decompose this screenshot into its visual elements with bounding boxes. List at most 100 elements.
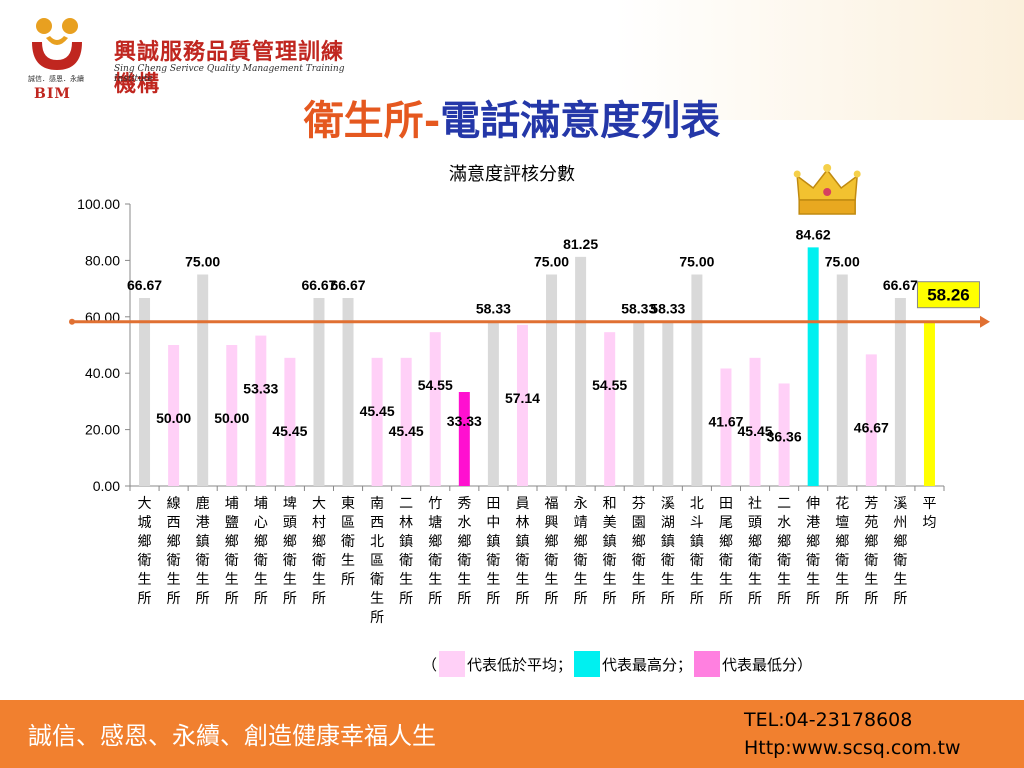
bar <box>197 274 209 486</box>
category-label: 東區衛生所 <box>341 496 356 588</box>
data-label: 81.25 <box>563 236 598 252</box>
bar <box>662 321 674 486</box>
page-title-part1: 衛生所 <box>303 97 424 144</box>
data-label: 36.36 <box>767 428 802 444</box>
data-label: 45.45 <box>272 423 307 439</box>
y-tick-label: 80.00 <box>85 252 120 268</box>
category-label: 鹿港鎮衛生所 <box>195 496 210 607</box>
legend-text-lowest: 代表最低分 <box>722 655 798 674</box>
category-label: 伸港鄉衛生所 <box>806 496 821 607</box>
category-label: 二水鄉衛生所 <box>777 496 792 607</box>
legend-close: ） <box>797 655 813 674</box>
data-label: 54.55 <box>418 377 453 393</box>
bar <box>836 274 848 486</box>
category-label: 田尾鄉衛生所 <box>718 496 733 607</box>
bar <box>546 274 558 486</box>
chart-title: 滿意度評核分數 <box>449 164 575 185</box>
page-title-dash: - <box>423 97 441 144</box>
average-label-box <box>916 281 980 309</box>
header-background <box>0 0 1024 120</box>
legend-text-below: 代表低於平均； <box>467 655 573 674</box>
average-label: 58.26 <box>927 286 970 305</box>
bar <box>284 357 296 486</box>
bar <box>749 357 761 486</box>
data-label: 45.45 <box>738 423 773 439</box>
data-label: 50.00 <box>214 410 249 426</box>
logo-abbr: BIM <box>34 86 71 102</box>
bar <box>778 383 790 486</box>
category-label: 平均 <box>922 496 937 531</box>
category-label: 花壇鄉衛生所 <box>835 496 850 607</box>
data-label: 75.00 <box>185 254 220 270</box>
page-title-part2: 電話滿意度列表 <box>440 97 721 144</box>
bar <box>139 297 151 486</box>
category-label: 社頭鄉衛生所 <box>748 496 763 607</box>
category-label: 竹塘鄉衛生所 <box>428 496 443 607</box>
bar <box>894 297 906 486</box>
data-label: 66.67 <box>883 277 918 293</box>
bar <box>458 392 470 486</box>
bar <box>720 368 732 486</box>
bar <box>633 321 645 486</box>
category-label: 線西鄉衛生所 <box>166 496 181 607</box>
legend-text-highest: 代表最高分； <box>602 655 693 674</box>
bar <box>429 332 441 486</box>
data-label: 75.00 <box>679 254 714 270</box>
data-label: 66.67 <box>301 277 336 293</box>
category-label: 秀水鄉衛生所 <box>457 496 472 607</box>
average-line-arrow <box>980 315 990 328</box>
legend-swatch-below <box>439 651 466 677</box>
data-label: 66.67 <box>127 277 162 293</box>
bar <box>516 324 528 486</box>
data-label: 58.33 <box>650 301 685 317</box>
category-label: 北斗鎮衛生所 <box>689 496 704 607</box>
footer-web: Http:www.scsq.com.tw <box>744 737 961 759</box>
legend: （ 代表低於平均； 代表最高分； 代表最低分 ） <box>422 650 812 678</box>
data-label: 66.67 <box>331 277 366 293</box>
category-label: 溪湖鎮衛生所 <box>660 496 675 607</box>
y-tick-label: 100.00 <box>77 196 120 212</box>
y-tick-label: 0.00 <box>93 478 120 494</box>
logo: 興誠服務品質管理訓練機構 Sing Cheng Serivce Quality … <box>24 12 354 102</box>
data-label: 75.00 <box>534 254 569 270</box>
footer-bar <box>0 700 1024 768</box>
bar <box>342 297 354 486</box>
category-label: 芬園鄉衛生所 <box>631 496 646 607</box>
bar <box>168 345 180 486</box>
bar <box>865 354 877 486</box>
data-label: 57.14 <box>505 390 540 406</box>
category-label: 和美鎮衛生所 <box>602 496 617 607</box>
category-label: 大村鄉衛生所 <box>311 496 326 607</box>
data-label: 45.45 <box>389 423 424 439</box>
category-label: 埤頭鄉衛生所 <box>282 496 297 607</box>
bar <box>400 357 412 486</box>
bar-chart: 0.0020.0040.0060.0080.00100.0066.6750.00… <box>69 164 990 494</box>
data-label: 45.45 <box>360 403 395 419</box>
bar <box>575 256 587 486</box>
legend-swatch-highest <box>574 651 601 677</box>
data-label: 46.67 <box>854 419 889 435</box>
data-label: 58.33 <box>621 301 656 317</box>
bar <box>923 321 935 486</box>
data-label: 53.33 <box>243 381 278 397</box>
data-label: 75.00 <box>825 254 860 270</box>
category-label: 二林鎮衛生所 <box>399 496 414 607</box>
data-label: 33.33 <box>447 413 482 429</box>
legend-swatch-lowest <box>694 651 721 677</box>
bar <box>226 345 238 486</box>
category-label: 埔心鄉衛生所 <box>253 496 268 607</box>
logo-mark-icon <box>32 18 82 70</box>
bar <box>487 321 499 486</box>
category-label: 田中鎮衛生所 <box>486 496 501 607</box>
average-line-start <box>69 318 75 325</box>
bar <box>604 332 616 486</box>
footer-contact: TEL:04-23178608 Http:www.scsq.com.tw <box>744 706 961 762</box>
data-label: 41.67 <box>708 413 743 429</box>
category-label: 溪州鄉衛生所 <box>893 496 908 607</box>
bar <box>313 297 325 486</box>
bar <box>255 335 267 486</box>
category-label: 芳苑鄉衛生所 <box>864 496 879 607</box>
page-title: 衛生所-電話滿意度列表 <box>0 88 1024 146</box>
logo-subtitle: Sing Cheng Serivce Quality Management Tr… <box>114 64 345 84</box>
y-tick-label: 20.00 <box>85 422 120 438</box>
